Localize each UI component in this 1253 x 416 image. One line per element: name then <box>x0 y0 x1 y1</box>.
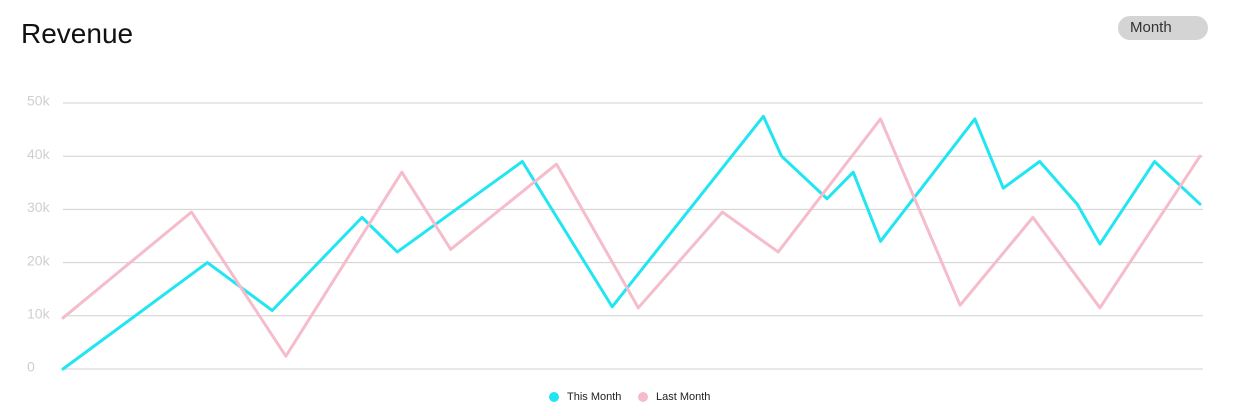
y-tick-label: 50k <box>27 93 51 109</box>
series-line <box>61 114 1202 371</box>
y-tick-label: 30k <box>27 199 51 215</box>
legend-label: This Month <box>567 391 621 403</box>
legend-swatch <box>549 392 559 402</box>
chart-title: Revenue <box>21 18 134 49</box>
series-line <box>61 117 1202 358</box>
y-tick-label: 20k <box>27 252 51 268</box>
y-tick-label: 10k <box>27 306 51 322</box>
y-tick-label: 0 <box>27 359 35 375</box>
legend-label: Last Month <box>656 391 710 403</box>
y-tick-label: 40k <box>27 146 51 162</box>
legend-swatch <box>638 392 648 402</box>
period-button[interactable]: Month <box>1118 16 1208 40</box>
